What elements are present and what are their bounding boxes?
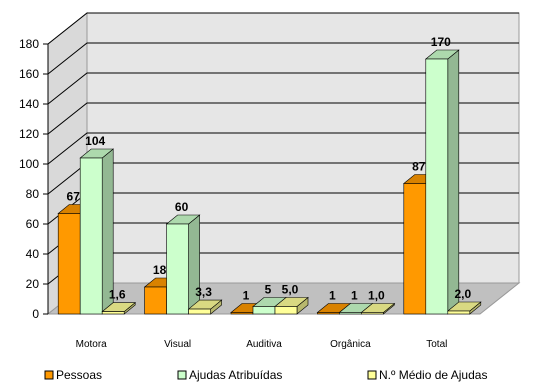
data-label: 18 bbox=[153, 263, 167, 277]
gridline bbox=[47, 132, 519, 165]
bar-front bbox=[361, 312, 384, 315]
bar-front bbox=[317, 312, 340, 315]
bar-side bbox=[188, 214, 200, 315]
y-tick-label: 60 bbox=[26, 217, 40, 231]
data-label: 5 bbox=[265, 283, 272, 297]
category-label: Auditiva bbox=[246, 339, 282, 350]
legend-item: Pessoas bbox=[44, 368, 102, 382]
category-label: Total bbox=[426, 339, 447, 350]
category-label: Orgânica bbox=[330, 339, 371, 350]
data-label: 3,3 bbox=[195, 285, 212, 299]
y-tick-label: 180 bbox=[19, 37, 39, 51]
bar-front bbox=[339, 312, 362, 315]
bar bbox=[274, 296, 309, 315]
bar-front bbox=[274, 306, 298, 315]
data-label: 170 bbox=[431, 35, 451, 49]
data-label: 1,6 bbox=[109, 288, 126, 302]
data-label: 1 bbox=[351, 289, 358, 303]
y-tick-label: 0 bbox=[32, 307, 39, 321]
bar-front bbox=[425, 58, 449, 315]
data-label: 87 bbox=[412, 160, 426, 174]
y-tick-label: 20 bbox=[26, 277, 40, 291]
legend-label: Ajudas Atribuídas bbox=[189, 368, 282, 382]
data-label: 104 bbox=[85, 134, 105, 148]
bar-side bbox=[447, 49, 460, 315]
data-label: 1,0 bbox=[368, 289, 385, 303]
legend-label: N.º Médio de Ajudas bbox=[379, 368, 487, 382]
bar bbox=[165, 214, 201, 315]
bar bbox=[424, 49, 460, 315]
gridline bbox=[47, 102, 519, 135]
bar-front bbox=[403, 183, 427, 315]
bar-front bbox=[188, 308, 211, 315]
bar-front bbox=[57, 213, 81, 315]
data-label: 67 bbox=[67, 190, 81, 204]
legend-item: Ajudas Atribuídas bbox=[177, 368, 282, 382]
y-tick-label: 40 bbox=[26, 247, 40, 261]
bar-front bbox=[144, 286, 167, 315]
bar bbox=[360, 302, 396, 315]
y-tick-label: 120 bbox=[19, 127, 39, 141]
data-label: 1 bbox=[243, 289, 250, 303]
y-tick-label: 80 bbox=[26, 187, 40, 201]
gridline bbox=[47, 42, 519, 75]
category-label: Motora bbox=[76, 339, 108, 350]
bar bbox=[187, 299, 223, 315]
bar-front bbox=[79, 157, 103, 315]
bar-front bbox=[166, 223, 189, 315]
y-tick-label: 100 bbox=[19, 157, 39, 171]
category-label: Visual bbox=[164, 339, 191, 350]
legend-swatch bbox=[177, 370, 187, 380]
bar-front bbox=[101, 311, 125, 315]
y-tick-label: 160 bbox=[19, 67, 39, 81]
gridline bbox=[47, 12, 519, 45]
data-labels: 67 104 1,6 18 60 3,3 1 5 5,0 1 1 1,0 87 170 2,0 bbox=[67, 35, 472, 303]
legend-swatch bbox=[44, 370, 54, 380]
legend-item: N.º Médio de Ajudas bbox=[367, 368, 487, 382]
bar bbox=[446, 301, 482, 315]
bar bbox=[79, 148, 115, 315]
bars bbox=[57, 49, 482, 315]
data-label: 5,0 bbox=[282, 283, 299, 297]
data-label: 2,0 bbox=[454, 287, 471, 301]
legend-swatch bbox=[367, 370, 377, 380]
bar-front bbox=[230, 312, 254, 315]
y-tick-label: 140 bbox=[19, 97, 39, 111]
gridline bbox=[47, 72, 519, 105]
data-label: 60 bbox=[175, 200, 189, 214]
bar bbox=[101, 301, 137, 315]
legend-label: Pessoas bbox=[56, 368, 102, 382]
data-label: 1 bbox=[329, 289, 336, 303]
bar-front bbox=[447, 310, 471, 315]
bar-front bbox=[252, 306, 276, 315]
